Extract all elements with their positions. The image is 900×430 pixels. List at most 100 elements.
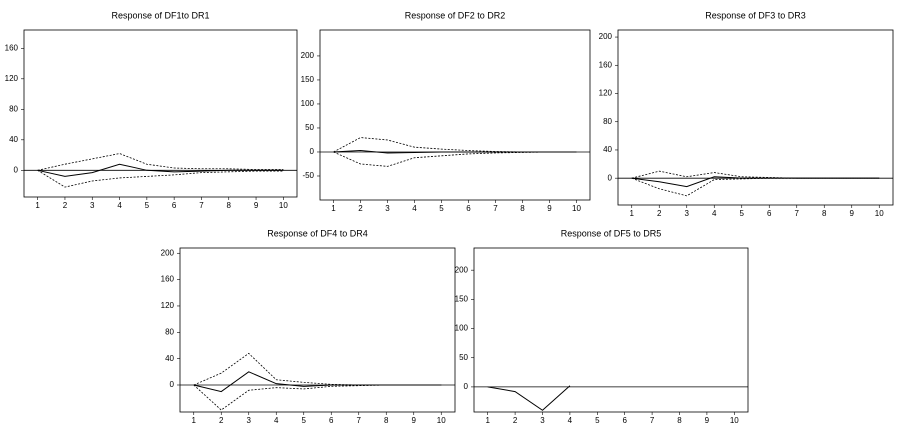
response-line [333, 137, 577, 153]
y-tick-label: 200 [301, 51, 315, 60]
y-tick-label: 0 [464, 382, 469, 391]
chart-title: Response of DF5 to DR5 [561, 228, 662, 238]
x-tick-label: 7 [199, 201, 204, 210]
x-tick-label: 4 [412, 204, 417, 213]
y-tick-label: 160 [5, 43, 19, 52]
y-tick-label: 40 [165, 354, 174, 363]
x-tick-label: 7 [650, 416, 655, 425]
x-tick-label: 8 [227, 201, 232, 210]
response-line [193, 371, 442, 393]
x-tick-label: 2 [657, 209, 662, 218]
x-tick-label: 3 [685, 209, 690, 218]
x-tick-label: 5 [595, 416, 600, 425]
x-tick-label: 1 [331, 204, 336, 213]
plot-frame [179, 247, 456, 413]
chart-title: Response of DF2 to DR2 [405, 10, 506, 20]
chart-title: Response of DF1to DR1 [111, 10, 209, 20]
x-tick-label: 5 [145, 201, 150, 210]
x-tick-label: 10 [437, 416, 446, 425]
x-tick-label: 9 [254, 201, 259, 210]
response-line [37, 169, 284, 188]
x-tick-label: 6 [767, 209, 772, 218]
y-tick-label: 150 [455, 294, 469, 303]
y-tick-label: 50 [459, 353, 468, 362]
x-tick-label: 4 [117, 201, 122, 210]
response-line [193, 384, 442, 411]
x-tick-label: 5 [302, 416, 307, 425]
response-line [631, 177, 880, 197]
response-line [37, 163, 284, 177]
response-line [193, 352, 442, 386]
y-tick-label: 120 [599, 89, 613, 98]
x-tick-label: 1 [630, 209, 635, 218]
x-tick-label: 6 [329, 416, 334, 425]
chart-title: Response of DF4 to DR4 [267, 228, 368, 238]
x-tick-label: 4 [712, 209, 717, 218]
x-tick-label: 6 [622, 416, 627, 425]
chart-title: Response of DF3 to DR3 [705, 10, 806, 20]
x-tick-label: 7 [493, 204, 498, 213]
response-line [487, 385, 571, 411]
x-tick-label: 7 [357, 416, 362, 425]
plot-frame [23, 29, 298, 198]
plot-frame [617, 29, 894, 206]
plot-frame [319, 29, 591, 201]
y-tick-label: 120 [5, 74, 19, 83]
y-tick-label: 0 [14, 165, 19, 174]
y-tick-label: 80 [9, 104, 18, 113]
x-tick-label: 8 [677, 416, 682, 425]
x-tick-label: 7 [795, 209, 800, 218]
x-tick-label: 1 [485, 416, 490, 425]
x-tick-label: 8 [384, 416, 389, 425]
x-tick-label: 9 [705, 416, 710, 425]
y-tick-label: 100 [301, 99, 315, 108]
y-tick-label: 150 [301, 75, 315, 84]
y-tick-label: 200 [599, 32, 613, 41]
x-tick-label: 2 [63, 201, 68, 210]
y-tick-label: 0 [608, 173, 613, 182]
x-tick-label: 1 [35, 201, 40, 210]
y-tick-label: 80 [165, 327, 174, 336]
x-tick-label: 3 [385, 204, 390, 213]
y-tick-label: 80 [603, 117, 612, 126]
y-tick-label: -50 [302, 171, 314, 180]
y-tick-label: 200 [455, 265, 469, 274]
x-tick-label: 1 [192, 416, 197, 425]
x-tick-label: 3 [90, 201, 95, 210]
y-tick-label: 120 [161, 301, 175, 310]
x-tick-label: 8 [520, 204, 525, 213]
y-tick-label: 160 [599, 60, 613, 69]
x-tick-label: 10 [730, 416, 739, 425]
x-tick-label: 6 [172, 201, 177, 210]
response-line [37, 153, 284, 171]
x-tick-label: 8 [822, 209, 827, 218]
x-tick-label: 2 [219, 416, 224, 425]
x-tick-label: 2 [358, 204, 363, 213]
x-tick-label: 5 [439, 204, 444, 213]
response-line [333, 151, 577, 167]
y-tick-label: 0 [310, 147, 315, 156]
y-tick-label: 200 [161, 248, 175, 257]
x-tick-label: 9 [547, 204, 552, 213]
x-tick-label: 10 [279, 201, 288, 210]
x-tick-label: 4 [274, 416, 279, 425]
y-tick-label: 0 [170, 380, 175, 389]
response-line [631, 170, 880, 179]
x-tick-label: 3 [247, 416, 252, 425]
plot-frame [473, 247, 749, 413]
y-tick-label: 160 [161, 275, 175, 284]
x-tick-label: 3 [540, 416, 545, 425]
x-tick-label: 9 [412, 416, 417, 425]
x-tick-label: 10 [875, 209, 884, 218]
x-tick-label: 10 [572, 204, 581, 213]
x-tick-label: 9 [850, 209, 855, 218]
x-tick-label: 2 [513, 416, 518, 425]
y-tick-label: 100 [455, 324, 469, 333]
y-tick-label: 50 [305, 123, 314, 132]
y-tick-label: 40 [603, 145, 612, 154]
x-tick-label: 5 [740, 209, 745, 218]
y-tick-label: 40 [9, 135, 18, 144]
x-tick-label: 4 [568, 416, 573, 425]
x-tick-label: 6 [466, 204, 471, 213]
